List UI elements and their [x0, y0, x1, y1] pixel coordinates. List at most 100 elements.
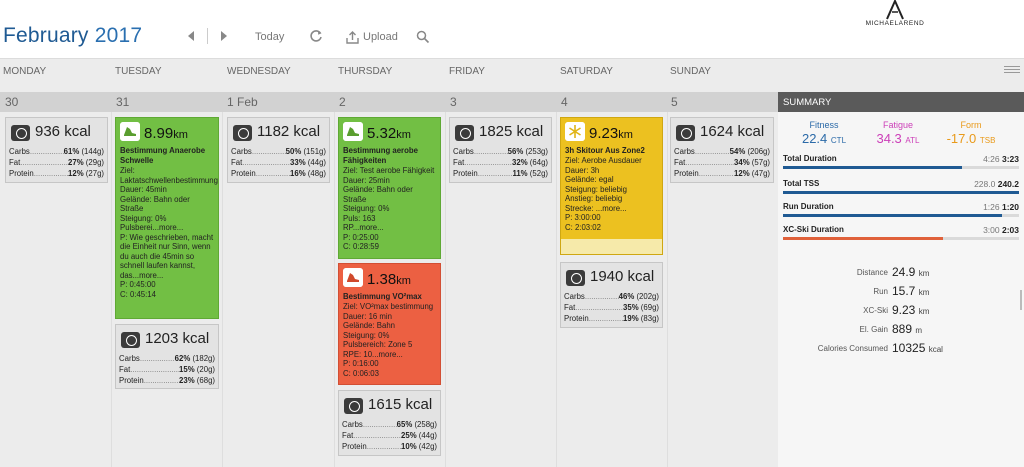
date-cell[interactable]: 31 — [116, 95, 130, 109]
snowflake-icon — [565, 122, 585, 141]
workout-card-run[interactable]: 5.32km Bestimmung aerobe Fähigkeiten Zie… — [338, 117, 441, 259]
refresh-icon[interactable] — [309, 29, 323, 43]
month-title: February 2017 — [3, 24, 142, 48]
calories-value: 1624 kcal — [700, 123, 765, 140]
macro-row: Protein10% (42g) — [342, 441, 437, 452]
macro-row: Carbs46% (202g) — [564, 291, 659, 302]
column-divider — [111, 112, 112, 467]
nutrition-card[interactable]: 936 kcal Carbs61% (144g) Fat27% (29g) Pr… — [5, 117, 108, 183]
search-icon[interactable] — [416, 30, 430, 44]
progress-fill — [783, 214, 1003, 217]
column-divider — [556, 112, 557, 467]
macro-row: Protein11% (52g) — [453, 168, 548, 179]
macro-row: Carbs65% (258g) — [342, 419, 437, 430]
fatigue-metric: Fatigue 34.3 ATL — [876, 120, 920, 146]
nutrition-card[interactable]: 1825 kcal Carbs56% (253g) Fat32% (64g) P… — [449, 117, 552, 183]
today-button[interactable]: Today — [255, 31, 285, 43]
workout-title: Bestimmung aerobe Fähigkeiten — [343, 146, 418, 165]
upload-button[interactable]: Upload — [346, 29, 398, 45]
macro-row: Protein12% (47g) — [674, 168, 770, 179]
progress-fill — [783, 237, 944, 240]
summary-heading: SUMMARY — [778, 92, 1024, 112]
meal-icon — [455, 125, 474, 141]
workout-title: 3h Skitour Aus Zone2 — [565, 146, 645, 155]
nutrition-card[interactable]: 1182 kcal Carbs50% (151g) Fat33% (44g) P… — [227, 117, 330, 183]
nutrition-card[interactable]: 1940 kcal Carbs46% (202g) Fat35% (69g) P… — [560, 262, 663, 328]
column-divider — [334, 112, 335, 467]
meal-icon — [566, 270, 585, 286]
calories-value: 1825 kcal — [479, 123, 544, 140]
upload-label: Upload — [363, 31, 398, 43]
nutrition-card[interactable]: 1624 kcal Carbs54% (206g) Fat34% (57g) P… — [670, 117, 774, 183]
macro-row: Carbs61% (144g) — [9, 146, 104, 157]
meal-icon — [344, 398, 363, 414]
summary-bar-row: Total TSS 228.0 240.2 — [783, 179, 1019, 199]
macro-row: Fat25% (44g) — [342, 430, 437, 441]
previous-week-icon[interactable] — [187, 31, 197, 41]
weekday-thursday: THURSDAY — [338, 66, 393, 77]
weekday-header: MONDAY TUESDAY WEDNESDAY THURSDAY FRIDAY… — [0, 58, 1024, 81]
workout-card-run[interactable]: 1.38km Bestimmung VO²max Ziel: VO²max be… — [338, 263, 441, 385]
macro-row: Carbs50% (151g) — [231, 146, 326, 157]
date-cell[interactable]: 3 — [450, 95, 457, 109]
macro-row: Fat34% (57g) — [674, 157, 770, 168]
macro-row: Fat32% (64g) — [453, 157, 548, 168]
month-label: February — [3, 24, 89, 47]
total-row: Run 15.7 km — [873, 284, 930, 298]
date-bar — [0, 92, 778, 112]
workout-card-footer — [560, 239, 663, 255]
workout-title: Bestimmung VO²max — [343, 292, 422, 301]
macro-row: Protein19% (83g) — [564, 313, 659, 324]
date-cell[interactable]: 1 Feb — [227, 95, 258, 109]
workout-distance: 9.23km — [589, 125, 633, 142]
workout-title: Bestimmung Anaerobe Schwelle — [120, 146, 206, 165]
column-divider — [222, 112, 223, 467]
year-label: 2017 — [94, 24, 143, 47]
macro-row: Protein12% (27g) — [9, 168, 104, 179]
nutrition-card[interactable]: 1203 kcal Carbs62% (182g) Fat15% (20g) P… — [115, 324, 219, 389]
next-week-icon[interactable] — [219, 31, 229, 41]
macro-row: Protein16% (48g) — [231, 168, 326, 179]
workout-distance: 1.38km — [367, 271, 411, 288]
macro-row: Fat15% (20g) — [119, 364, 215, 375]
workout-distance: 5.32km — [367, 125, 411, 142]
nav-divider — [207, 28, 208, 44]
running-shoe-icon — [120, 122, 140, 141]
brand-logo-text: MICHAELAREND — [865, 20, 925, 27]
fitness-metric: Fitness 22.4 CTL — [801, 120, 847, 146]
meal-icon — [233, 125, 252, 141]
weekday-sunday: SUNDAY — [670, 66, 711, 77]
summary-panel: SUMMARY Fitness 22.4 CTL Fatigue 34.3 AT… — [778, 92, 1024, 467]
form-metric: Form -17.0 TSB — [946, 120, 996, 146]
workout-description: Ziel: Aerobe Ausdauer Dauer: 3h Gelände:… — [565, 156, 642, 232]
meal-icon — [121, 332, 140, 348]
macro-row: Fat35% (69g) — [564, 302, 659, 313]
calories-value: 936 kcal — [35, 123, 91, 140]
total-row: El. Gain 889 m — [859, 322, 923, 336]
macro-row: Carbs54% (206g) — [674, 146, 770, 157]
upload-icon — [346, 30, 359, 44]
weekday-friday: FRIDAY — [449, 66, 485, 77]
calories-value: 1615 kcal — [368, 396, 433, 413]
summary-bar-row: Total Duration 4:26 3:23 — [783, 154, 1019, 174]
brand-logo-icon — [886, 0, 904, 20]
nutrition-card[interactable]: 1615 kcal Carbs65% (258g) Fat25% (44g) P… — [338, 390, 441, 456]
date-cell[interactable]: 30 — [5, 95, 19, 109]
weekday-tuesday: TUESDAY — [115, 66, 162, 77]
workout-distance: 8.99km — [144, 125, 188, 142]
workout-description: Ziel: Test aerobe Fähigkeit Dauer: 25min… — [343, 166, 435, 251]
running-shoe-icon — [343, 268, 363, 287]
scrollbar[interactable] — [1020, 290, 1022, 310]
workout-card-run[interactable]: 8.99km Bestimmung Anaerobe Schwelle Ziel… — [115, 117, 219, 319]
summary-bar-row: XC-Ski Duration 3:00 2:03 — [783, 225, 1019, 245]
workout-card-xc-ski[interactable]: 9.23km 3h Skitour Aus Zone2 Ziel: Aerobe… — [560, 117, 663, 255]
calories-value: 1182 kcal — [257, 123, 321, 140]
weekday-saturday: SATURDAY — [560, 66, 613, 77]
progress-fill — [783, 191, 1019, 194]
menu-icon[interactable] — [1004, 66, 1020, 76]
macro-row: Carbs62% (182g) — [119, 353, 215, 364]
weekday-wednesday: WEDNESDAY — [227, 66, 291, 77]
date-cell[interactable]: 5 — [671, 95, 678, 109]
date-cell[interactable]: 2 — [339, 95, 346, 109]
date-cell[interactable]: 4 — [561, 95, 568, 109]
